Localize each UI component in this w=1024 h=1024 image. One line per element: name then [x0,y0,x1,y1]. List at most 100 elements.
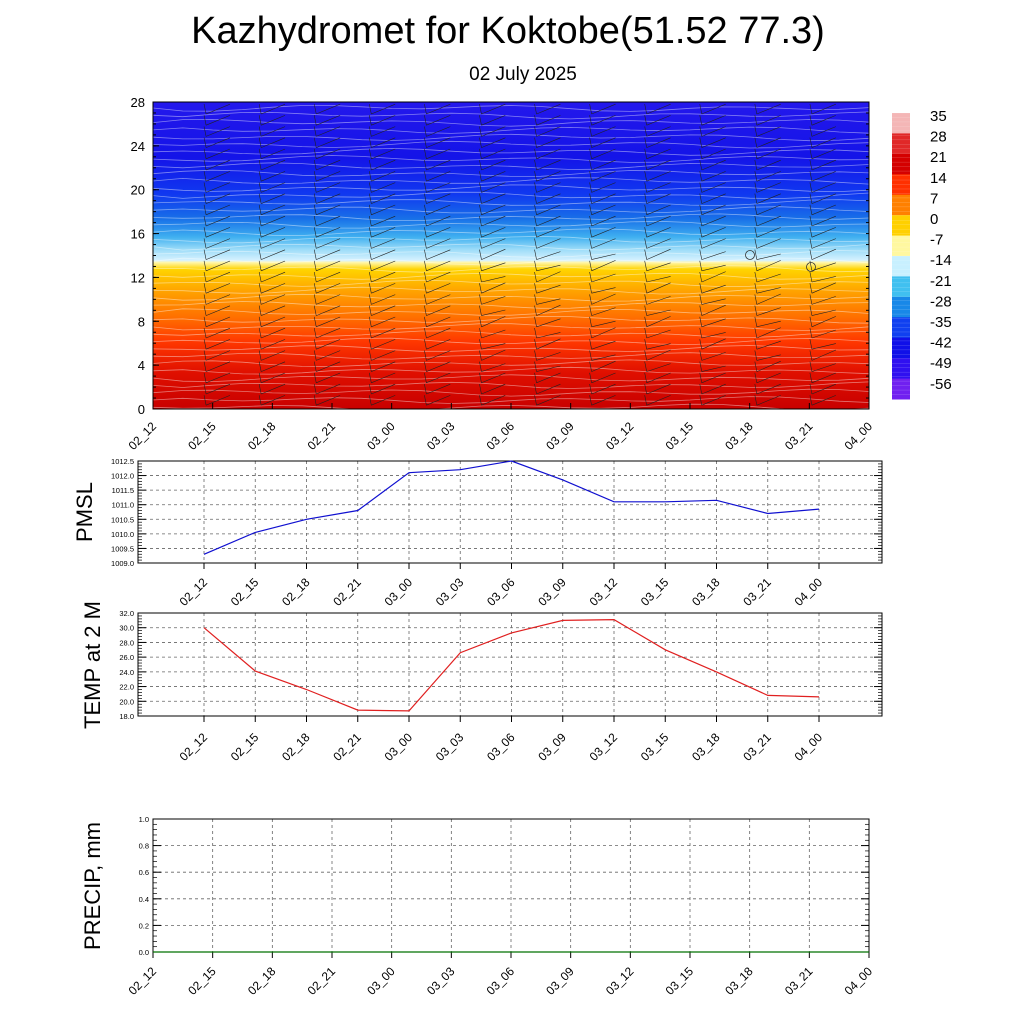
wind-barb-staff [811,115,836,126]
wind-barb-flag [479,171,482,182]
x-tick-label: 03_21 [782,419,816,453]
x-tick-label: 03_09 [543,419,577,453]
wind-barb-staff [701,383,726,395]
wind-barb-staff [536,264,561,272]
wind-barb-flag [589,115,592,126]
wind-barb-flag [203,227,207,238]
contour-line [153,279,869,288]
wind-barb-flag [754,182,758,193]
x-tick-label: 03_15 [638,730,672,764]
wind-barb-flag [534,193,537,204]
wind-barb-staff [316,182,341,193]
wind-barb-staff [646,215,671,227]
wind-barb-staff [371,305,396,316]
wind-barb-flag [313,171,317,182]
wind-barb-flag [424,372,427,383]
y-tick-label: 16 [131,227,145,242]
wind-barb-staff [481,262,506,272]
wind-barb-flag [258,171,262,182]
wind-barb-staff [481,193,506,204]
wind-barb-flag [313,137,317,148]
wind-barb-staff [646,276,671,283]
wind-barb-flag [754,372,758,383]
wind-barb-flag [589,249,592,260]
wind-barb-staff [205,249,231,260]
wind-barb-flag [424,103,427,115]
wind-barb-flag [534,294,537,305]
wind-barb-flag [369,383,372,395]
wind-barb-flag [809,137,813,148]
wind-barb-staff [261,305,286,316]
wind-barb-staff [646,395,671,406]
wind-barb-staff [591,238,616,249]
wind-barb-flag [313,327,317,339]
wind-barb-flag [313,283,317,294]
contour-line [153,133,869,142]
contour-line [153,191,869,200]
wind-barb-flag [424,126,427,137]
wind-barb-staff [316,249,341,260]
wind-barb-staff [701,204,726,216]
wind-barb-flag [699,204,703,215]
wind-barb-staff [701,395,726,406]
colorbar-label: -35 [930,314,952,331]
wind-barb-staff [536,182,561,193]
wind-barb-flag [699,103,703,115]
wind-barb-flag [754,350,758,361]
x-tick-label: 03_00 [364,419,398,453]
wind-barb-flag [534,148,537,159]
wind-barb-flag [589,182,592,193]
contour-line [153,177,869,185]
x-tick-label: 03_00 [382,730,416,764]
wind-barb-flag [424,159,427,171]
y-tick-label: 0.0 [139,948,149,957]
wind-barb-flag [479,148,482,159]
wind-barb-flag [754,159,758,171]
wind-barb-flag [203,204,207,215]
wind-barb-staff [481,182,506,193]
wind-barb-flag [809,316,813,327]
wind-barb-flag [644,260,647,271]
wind-barb-staff [316,383,341,395]
wind-barb-flag [369,193,372,204]
wind-barb-flag [754,148,758,159]
wind-barb-staff [316,103,341,115]
contour-line [153,396,869,404]
wind-barb-flag [479,383,482,395]
wind-barb-flag [589,283,592,294]
x-tick-label: 03_15 [638,575,672,609]
colorbar-swatch [892,337,910,359]
wind-barb-flag [699,316,703,327]
wind-barb-staff [811,215,836,227]
wind-barb-staff [591,287,616,294]
colorbar-swatch [892,276,910,298]
wind-barb-flag [313,238,317,249]
wind-barb-staff [316,215,341,227]
wind-barb-staff [316,227,341,238]
wind-barb-flag [699,271,703,283]
wind-barb-flag [589,305,592,316]
wind-barb-staff [371,294,396,305]
wind-barb-flag [369,372,372,383]
wind-barb-flag [534,316,537,327]
wind-barb-flag [424,350,427,361]
wind-barb-staff [481,383,506,395]
wind-barb-flag [644,238,647,249]
wind-barb-flag [699,383,703,395]
wind-barb-flag [258,227,262,238]
wind-barb-flag [203,137,207,148]
wind-barb-staff [205,115,231,126]
wind-barb-flag [313,271,317,283]
wind-barb-flag [369,171,372,182]
wind-barb-staff [426,148,451,160]
wind-barb-staff [205,350,231,361]
wind-barb-staff [701,271,726,283]
wind-barb-flag [424,305,427,316]
wind-barb-flag [369,159,372,171]
x-tick-label: 03_18 [689,575,723,609]
wind-barb-staff [591,115,616,126]
wind-barb-staff [205,327,231,339]
wind-barb-staff [481,363,506,372]
wind-barb-flag [809,249,813,260]
